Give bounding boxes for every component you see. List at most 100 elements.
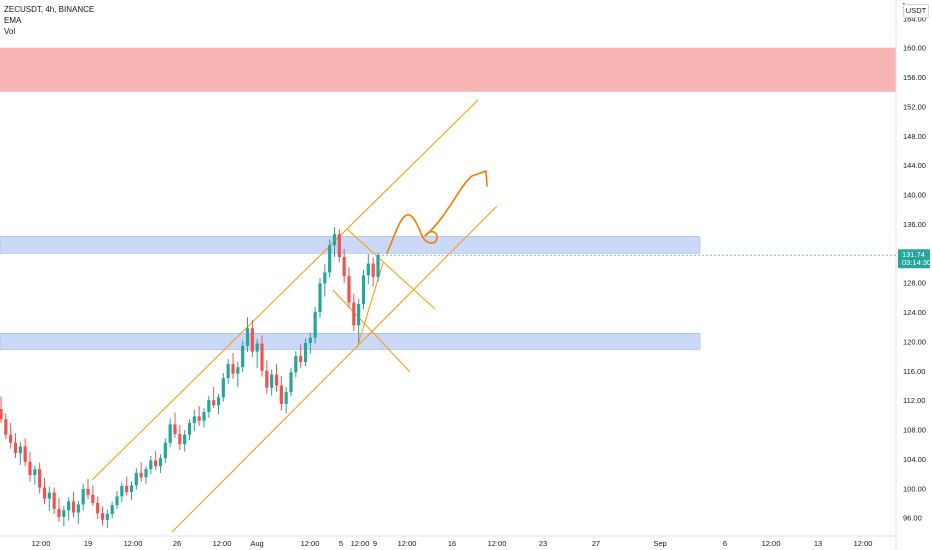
candle-body[interactable] <box>129 485 134 492</box>
candle-body[interactable] <box>221 378 225 398</box>
candle-body[interactable] <box>308 337 312 343</box>
ema-indicator-label[interactable]: EMA <box>4 16 22 25</box>
candle-body[interactable] <box>178 433 182 445</box>
candle-body[interactable] <box>328 245 332 273</box>
candle-body[interactable] <box>57 508 61 517</box>
time-axis[interactable]: 12:00 19 12:00 26 12:00 Aug 12:00 5 12:00 9 12:00 1… <box>32 539 873 548</box>
candle-body[interactable] <box>303 342 308 362</box>
candle-body[interactable] <box>23 446 27 462</box>
candle-body[interactable] <box>81 489 85 505</box>
candle-body[interactable] <box>274 374 279 386</box>
candle-body[interactable] <box>9 434 13 443</box>
wedge-bottom-line[interactable] <box>332 289 411 373</box>
candle-body[interactable] <box>18 446 22 454</box>
candle-body[interactable] <box>52 492 56 509</box>
zone-upper-support[interactable] <box>0 236 701 254</box>
candle-body[interactable] <box>139 472 143 478</box>
candle-body[interactable] <box>299 356 303 362</box>
zone-lower-support[interactable] <box>0 333 701 350</box>
candle-body[interactable] <box>376 255 380 277</box>
candle-body[interactable] <box>337 234 341 257</box>
candle-body[interactable] <box>110 505 114 514</box>
candle-body[interactable] <box>38 469 42 488</box>
candle-body[interactable] <box>76 504 80 513</box>
candle-body[interactable] <box>347 276 351 303</box>
candle-body[interactable] <box>371 263 375 277</box>
candle-body[interactable] <box>28 461 32 476</box>
candle-body[interactable] <box>318 283 322 313</box>
candle-body[interactable] <box>255 343 259 352</box>
time-tick-label: 12:00 <box>32 539 51 548</box>
candle-body[interactable] <box>115 496 119 506</box>
candle-body[interactable] <box>284 392 288 404</box>
price-axis[interactable]: 164.00 160.00 156.00 152.00 148.00 144.00 140.… <box>903 14 926 522</box>
candle-body[interactable] <box>313 312 317 338</box>
candle-body[interactable] <box>67 501 71 511</box>
candle-body[interactable] <box>279 385 283 404</box>
channel-upper-line[interactable] <box>91 99 479 481</box>
candle-body[interactable] <box>71 501 76 513</box>
candle-body[interactable] <box>0 408 3 420</box>
candle-body[interactable] <box>212 400 216 406</box>
candle-body[interactable] <box>96 502 100 514</box>
candle-body[interactable] <box>91 494 95 503</box>
candle-body[interactable] <box>149 460 153 470</box>
candle-body[interactable] <box>361 275 366 304</box>
candle-body[interactable] <box>323 272 327 284</box>
candle-body[interactable] <box>352 302 356 326</box>
candle-body[interactable] <box>86 489 90 495</box>
wedge-lower-trend-line[interactable] <box>356 262 384 349</box>
candle-body[interactable] <box>158 458 163 467</box>
candle-body[interactable] <box>270 374 274 388</box>
candle-body[interactable] <box>187 422 192 435</box>
time-tick-label: 12:00 <box>124 539 143 548</box>
candle-body[interactable] <box>163 442 167 459</box>
candle-body[interactable] <box>192 416 196 423</box>
candle-body[interactable] <box>183 434 187 445</box>
candle-body[interactable] <box>125 486 129 492</box>
candle-body[interactable] <box>134 472 138 486</box>
candle-body[interactable] <box>294 356 298 373</box>
candle-body[interactable] <box>207 400 211 412</box>
candle-body[interactable] <box>62 510 66 517</box>
candle-body[interactable] <box>105 513 109 520</box>
candle-body[interactable] <box>173 424 177 434</box>
candle-body[interactable] <box>250 328 254 352</box>
candle-body[interactable] <box>241 345 245 368</box>
candle-body[interactable] <box>144 469 148 478</box>
candle-body[interactable] <box>13 442 18 454</box>
candle-body[interactable] <box>289 372 293 393</box>
candle-body[interactable] <box>100 513 105 520</box>
wedge-top-line[interactable] <box>346 228 436 310</box>
candle-body[interactable] <box>197 416 201 421</box>
candle-body[interactable] <box>168 424 172 443</box>
candle-body[interactable] <box>226 364 230 379</box>
candle-body[interactable] <box>265 370 269 388</box>
price-tick-label: 136.00 <box>903 220 926 229</box>
candle-body[interactable] <box>42 487 47 499</box>
channel-lower-line[interactable] <box>171 205 498 533</box>
currency-selector[interactable]: USDT <box>903 4 929 18</box>
candle-body[interactable] <box>357 303 361 326</box>
candle-body[interactable] <box>245 328 250 346</box>
candle-body[interactable] <box>236 367 240 374</box>
volume-indicator-label[interactable]: Vol <box>4 27 16 36</box>
candle-body[interactable] <box>342 256 346 277</box>
candle-body[interactable] <box>332 234 337 246</box>
candle-body[interactable] <box>47 492 51 499</box>
candle-body[interactable] <box>216 397 221 406</box>
candle-body[interactable] <box>231 364 235 374</box>
candle-body[interactable] <box>154 460 158 467</box>
symbol-title[interactable]: ZECUSDT, 4h, BINANCE <box>4 5 95 14</box>
time-tick-label: 12:00 <box>488 539 507 548</box>
candle-body[interactable] <box>33 469 37 476</box>
candle-body[interactable] <box>202 411 206 421</box>
candle-body[interactable] <box>4 419 8 435</box>
hand-drawn-breakout-arrow[interactable] <box>386 170 488 254</box>
candle-body[interactable] <box>120 486 124 497</box>
candle-body[interactable] <box>260 343 264 371</box>
zone-resistance[interactable] <box>0 47 896 92</box>
candle-body[interactable] <box>366 263 370 276</box>
